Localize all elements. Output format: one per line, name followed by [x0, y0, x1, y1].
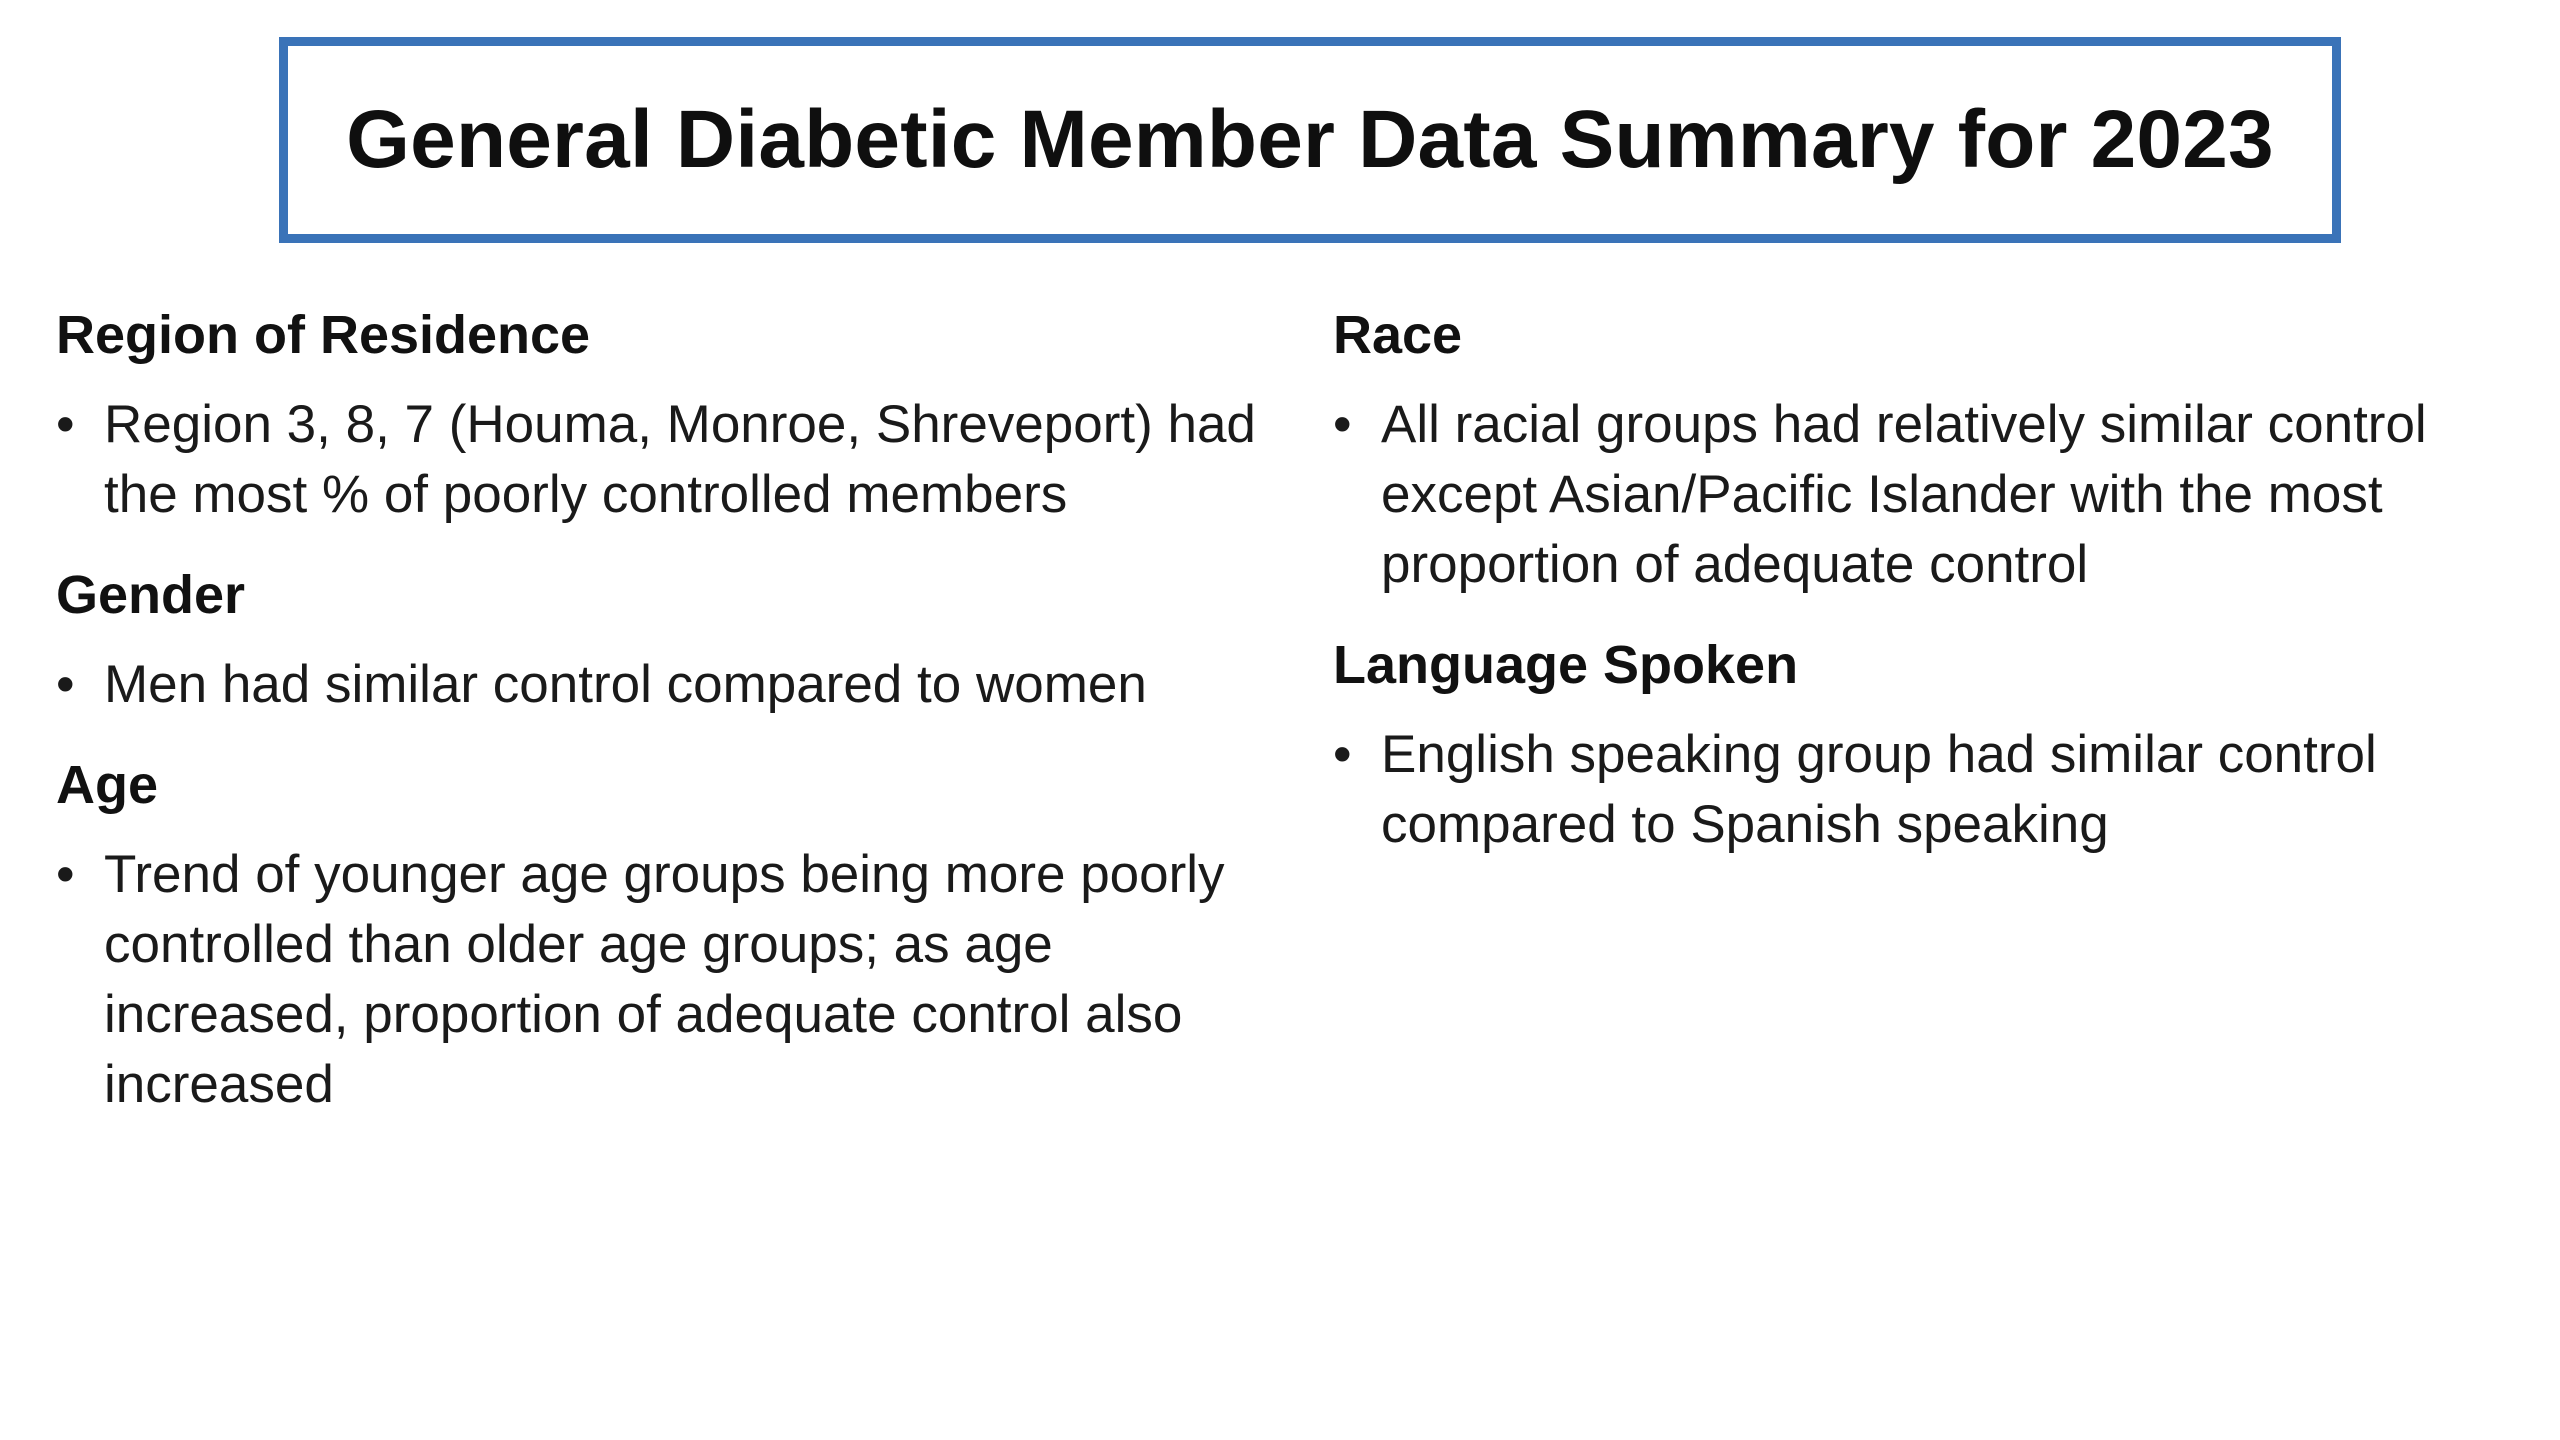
bullet-item: • Region 3, 8, 7 (Houma, Monroe, Shrevep…: [56, 390, 1276, 530]
slide-title: General Diabetic Member Data Summary for…: [346, 94, 2274, 185]
bullet-list: • English speaking group had similar con…: [1333, 720, 2533, 860]
section-heading: Gender: [56, 565, 246, 625]
bullet-list: • Trend of younger age groups being more…: [56, 840, 1276, 1120]
section-heading: Age: [56, 755, 159, 815]
section-heading: Language Spoken: [1333, 635, 1799, 695]
section-race: Race • All racial groups had relatively …: [1333, 300, 2533, 600]
bullet-list: • Men had similar control compared to wo…: [56, 650, 1276, 720]
bullet-text: English speaking group had similar contr…: [1381, 725, 2377, 854]
bullet-text: Trend of younger age groups being more p…: [104, 845, 1225, 1114]
bullet-item: • English speaking group had similar con…: [1333, 720, 2533, 860]
bullet-text: Region 3, 8, 7 (Houma, Monroe, Shrevepor…: [104, 395, 1256, 524]
bullet-list: • All racial groups had relatively simil…: [1333, 390, 2533, 600]
title-box: General Diabetic Member Data Summary for…: [279, 37, 2341, 243]
section-gender: Gender • Men had similar control compare…: [56, 560, 1276, 720]
section-heading: Race: [1333, 305, 1463, 365]
bullet-item: • Trend of younger age groups being more…: [56, 840, 1276, 1120]
bullet-icon: •: [56, 845, 75, 904]
bullet-text: All racial groups had relatively similar…: [1381, 395, 2427, 594]
bullet-text: Men had similar control compared to wome…: [104, 655, 1147, 714]
right-column: Race • All racial groups had relatively …: [1333, 300, 2533, 890]
section-region-of-residence: Region of Residence • Region 3, 8, 7 (Ho…: [56, 300, 1276, 530]
bullet-item: • All racial groups had relatively simil…: [1333, 390, 2533, 600]
bullet-item: • Men had similar control compared to wo…: [56, 650, 1276, 720]
bullet-icon: •: [56, 655, 75, 714]
left-column: Region of Residence • Region 3, 8, 7 (Ho…: [56, 300, 1276, 1150]
bullet-icon: •: [1333, 395, 1352, 454]
section-heading: Region of Residence: [56, 305, 591, 365]
bullet-list: • Region 3, 8, 7 (Houma, Monroe, Shrevep…: [56, 390, 1276, 530]
bullet-icon: •: [1333, 725, 1352, 784]
section-age: Age • Trend of younger age groups being …: [56, 750, 1276, 1120]
section-language-spoken: Language Spoken • English speaking group…: [1333, 630, 2533, 860]
bullet-icon: •: [56, 395, 75, 454]
